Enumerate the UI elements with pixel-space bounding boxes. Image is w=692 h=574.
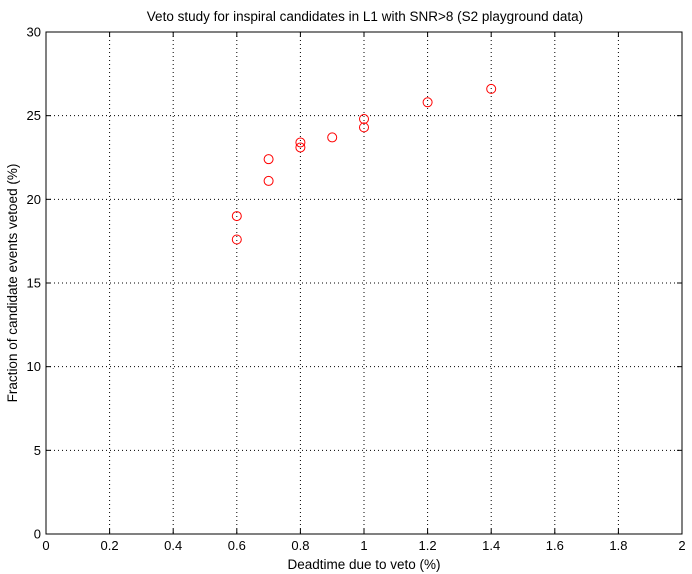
y-tick-label: 15: [27, 276, 41, 291]
y-tick-label: 0: [34, 527, 41, 542]
data-point: [327, 132, 338, 143]
x-tick-label: 0.4: [164, 538, 182, 553]
data-point: [422, 97, 433, 108]
grid-lines: [46, 32, 682, 534]
x-tick-label: 0.2: [101, 538, 119, 553]
chart-title: Veto study for inspiral candidates in L1…: [147, 9, 583, 24]
data-point: [359, 114, 369, 125]
data-point: [359, 122, 369, 133]
x-tick-label: 1: [360, 538, 367, 553]
x-tick-label: 1.2: [419, 538, 437, 553]
x-axis-label: Deadtime due to veto (%): [287, 557, 440, 572]
y-tick-label: 20: [27, 192, 41, 207]
y-tick-labels: 0 5 10 15 20 25 30: [27, 25, 41, 542]
data-points: [231, 83, 497, 245]
x-tick-label: 0.8: [291, 538, 309, 553]
y-tick-label: 5: [34, 443, 41, 458]
x-tick-label: 1.6: [546, 538, 564, 553]
data-point: [231, 211, 242, 222]
x-tick-label: 0: [42, 538, 49, 553]
y-tick-label: 30: [27, 25, 41, 40]
axis-ticks: [45, 31, 683, 535]
x-tick-labels: 0 0.2 0.4 0.6 0.8 1 1.2 1.4 1.6 1.8 2: [42, 538, 685, 553]
y-tick-label: 25: [27, 108, 41, 123]
y-tick-label: 10: [27, 359, 41, 374]
data-point: [263, 175, 274, 186]
data-point: [295, 142, 306, 153]
data-point: [231, 234, 242, 245]
data-point: [263, 154, 274, 165]
y-axis-label: Fraction of candidate events vetoed (%): [5, 164, 20, 403]
x-tick-label: 2: [678, 538, 685, 553]
data-point: [486, 83, 497, 94]
x-tick-label: 0.6: [228, 538, 246, 553]
x-tick-label: 1.4: [482, 538, 500, 553]
data-point: [295, 137, 306, 148]
x-tick-label: 1.8: [609, 538, 627, 553]
